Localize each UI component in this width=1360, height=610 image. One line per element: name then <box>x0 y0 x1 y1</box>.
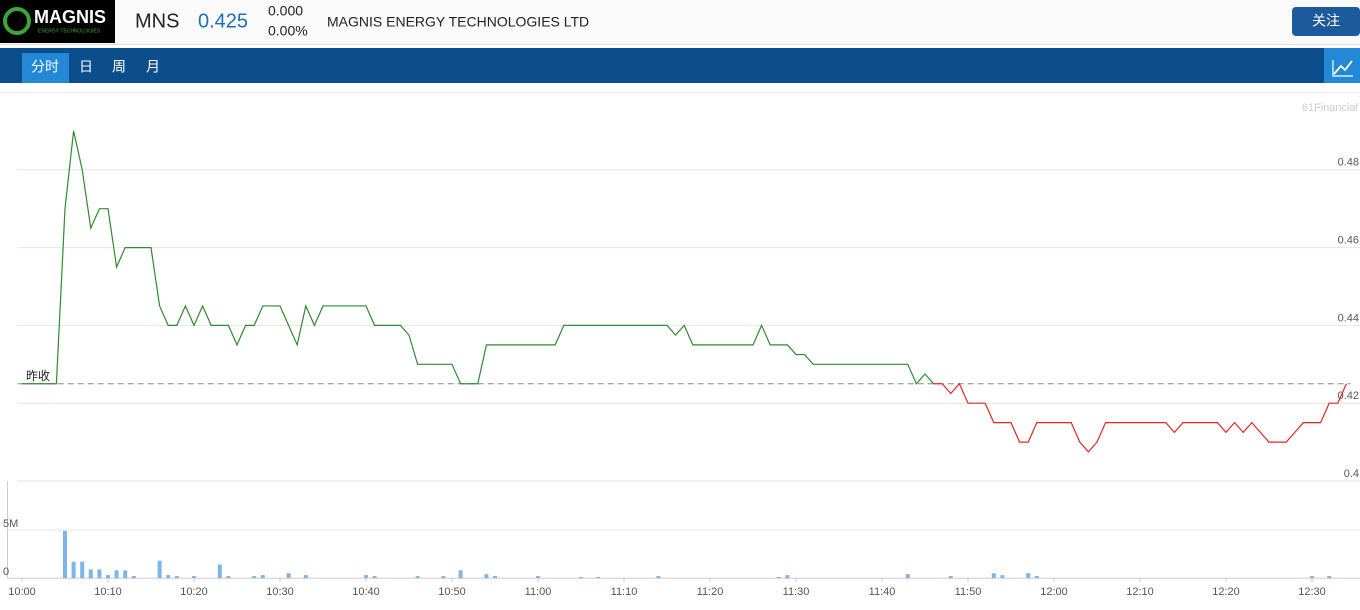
company-name: MAGNIS ENERGY TECHNOLOGIES LTD <box>327 14 589 30</box>
volume-bar <box>192 576 196 578</box>
volume-bar <box>157 560 162 578</box>
x-tick-label: 10:40 <box>352 586 380 598</box>
y-tick-label: 0.46 <box>1338 235 1359 247</box>
volume-bar <box>303 575 308 578</box>
volume-bar <box>1310 576 1314 578</box>
volume-bar <box>88 569 93 578</box>
volume-bar <box>260 575 265 578</box>
y-tick-label: 0.44 <box>1338 312 1359 324</box>
watermark: 61Financial <box>1302 102 1358 114</box>
logo-text: MAGNIS <box>34 7 106 27</box>
volume-bar <box>97 569 102 578</box>
logo-box <box>0 0 115 43</box>
volume-bar <box>80 561 85 578</box>
chart-icon[interactable] <box>1333 60 1353 75</box>
reference-label: 昨收 <box>26 369 50 383</box>
tab[interactable]: 分时 <box>31 59 59 75</box>
x-tick-label: 11:40 <box>869 586 896 598</box>
volume-bar <box>776 577 781 578</box>
volume-bar <box>1327 576 1332 578</box>
volume-bar <box>63 530 67 578</box>
volume-bar <box>1026 573 1031 578</box>
volume-bar <box>415 576 420 578</box>
price-line <box>22 130 935 385</box>
volume-bar <box>579 577 583 578</box>
price-line <box>933 382 1347 453</box>
volume-bar <box>252 576 257 578</box>
volume-bar <box>458 570 463 578</box>
y-tick-label: 0 <box>3 566 9 578</box>
volume-bar <box>493 576 497 578</box>
change: 0.000 <box>268 3 303 19</box>
x-tick-label: 10:10 <box>94 586 122 598</box>
volume-bar <box>1034 576 1039 578</box>
volume-bar <box>536 576 540 578</box>
x-tick-label: 12:10 <box>1126 586 1154 598</box>
volume-bar <box>785 575 790 578</box>
volume-bar <box>656 576 661 578</box>
x-tick-label: 11:20 <box>697 586 724 598</box>
volume-bar <box>114 570 119 578</box>
x-tick-label: 12:30 <box>1298 586 1326 598</box>
y-tick-label: 0.42 <box>1338 390 1359 402</box>
change-pct: 0.00% <box>268 23 308 39</box>
x-tick-label: 11:30 <box>783 586 810 598</box>
volume-bar <box>948 576 953 578</box>
x-tick-label: 10:00 <box>8 586 36 598</box>
symbol: MNS <box>135 10 179 32</box>
chart-toggle[interactable] <box>1324 48 1360 83</box>
volume-bar <box>596 577 601 578</box>
volume-bar <box>166 575 171 578</box>
volume-bar <box>71 561 76 578</box>
tab[interactable]: 日 <box>79 59 93 75</box>
x-tick-label: 10:30 <box>266 586 294 598</box>
volume-bar <box>123 570 128 578</box>
follow-button[interactable] <box>1292 7 1360 36</box>
volume-bar <box>1000 575 1005 578</box>
logo-icon <box>3 7 31 35</box>
volume-bar <box>174 576 179 578</box>
header-bar <box>0 0 1360 44</box>
volume-bar <box>286 573 291 578</box>
volume-bar <box>364 575 368 578</box>
y-tick-label: 0.4 <box>1344 468 1359 480</box>
volume-bar <box>484 574 489 578</box>
volume-bar <box>217 564 222 578</box>
chart-icon-axes[interactable] <box>1332 60 1353 77</box>
price: 0.425 <box>198 10 248 32</box>
tab[interactable]: 月 <box>146 59 160 75</box>
tab[interactable]: 周 <box>112 59 126 75</box>
x-tick-label: 12:20 <box>1212 586 1240 598</box>
x-tick-label: 12:00 <box>1040 586 1068 598</box>
volume-bar <box>905 574 910 578</box>
x-tick-label: 11:00 <box>525 586 552 598</box>
volume-bar <box>372 576 377 578</box>
follow-button-label[interactable]: 关注 <box>1312 13 1340 29</box>
nav-bar <box>0 48 1360 83</box>
y-tick-label: 5M <box>3 518 18 530</box>
x-tick-label: 10:20 <box>180 586 208 598</box>
y-tick-label: 0.48 <box>1338 157 1359 169</box>
volume-bar <box>131 576 136 578</box>
volume-bar <box>106 575 110 578</box>
logo-sub: ENERGY TECHNOLOGIES <box>38 28 101 34</box>
x-tick-label: 11:10 <box>611 586 638 598</box>
volume-bar <box>991 573 996 578</box>
active-tab[interactable] <box>22 53 69 83</box>
volume-bar <box>441 576 446 578</box>
x-tick-label: 10:50 <box>438 586 466 598</box>
volume-bar <box>226 576 231 578</box>
x-tick-label: 11:50 <box>955 586 982 598</box>
